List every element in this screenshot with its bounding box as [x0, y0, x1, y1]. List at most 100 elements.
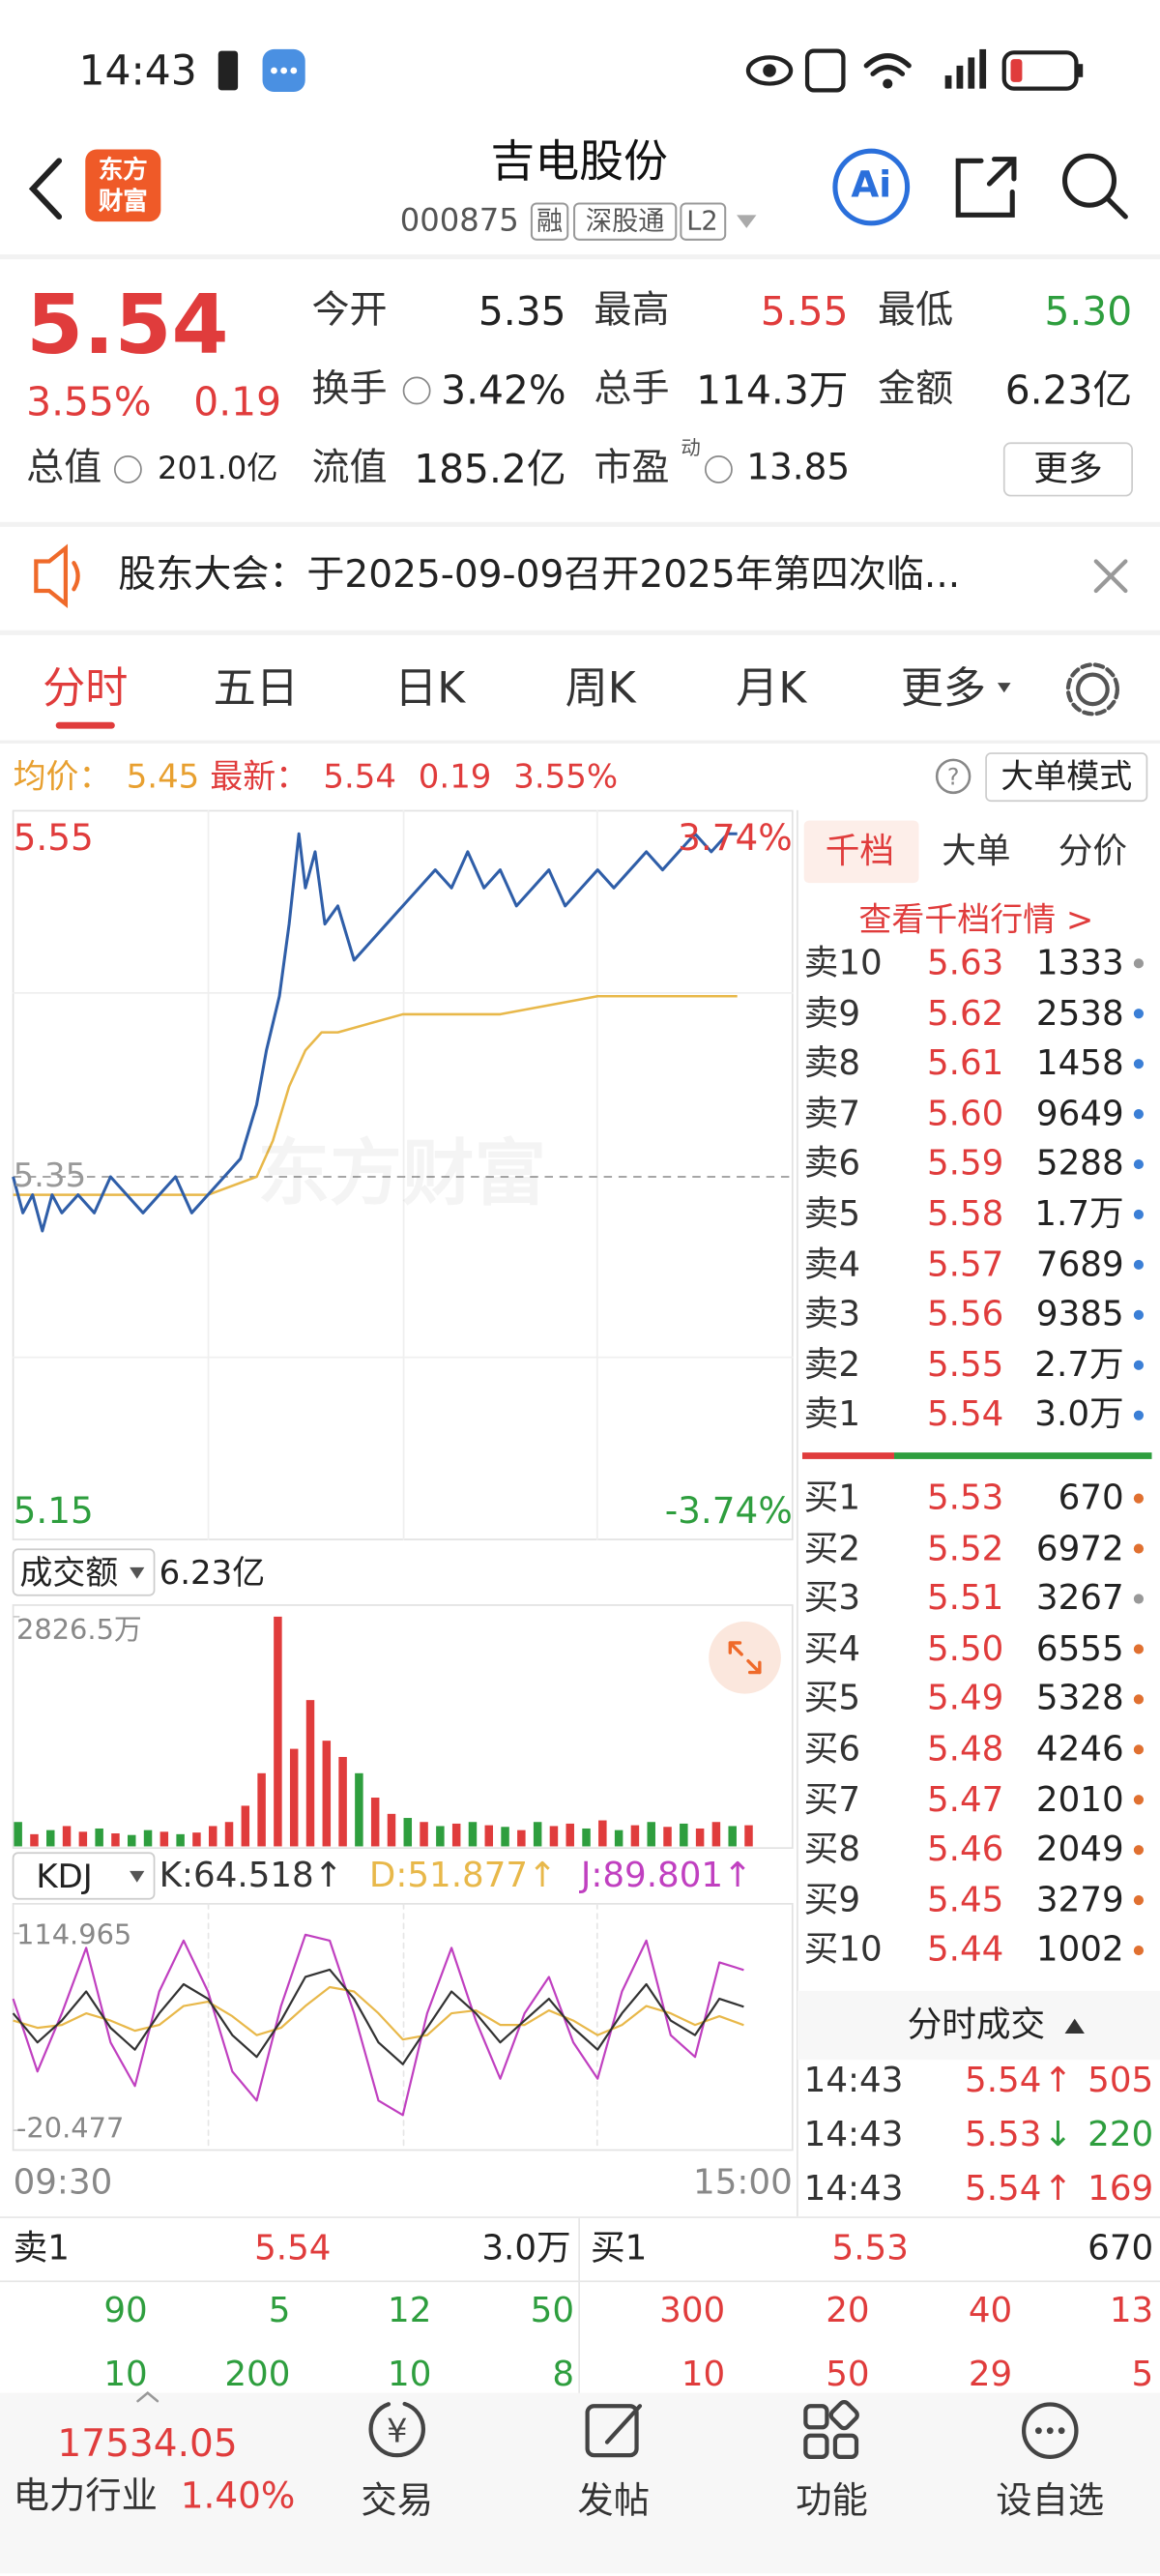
trade-arrow: ↑: [1043, 2060, 1073, 2100]
volume-bar: [533, 1822, 542, 1847]
volume-bar: [663, 1827, 672, 1847]
level-label: 卖5: [803, 1193, 861, 1234]
volume-bar: [143, 1830, 153, 1847]
ai-button[interactable]: Ai: [851, 165, 892, 207]
strip-number: 50: [826, 2354, 870, 2394]
level-price: 5.48: [926, 1729, 1004, 1769]
level-dot: [1133, 1059, 1145, 1069]
tab[interactable]: 分时: [43, 664, 129, 715]
level-volume: 2.7万: [1034, 1344, 1124, 1385]
level-dot: [1133, 1360, 1145, 1370]
change-pct: 3.55%: [26, 379, 152, 425]
tab[interactable]: 周K: [565, 664, 636, 715]
strip-number: 5: [268, 2290, 291, 2330]
nav-item[interactable]: 功能: [796, 2481, 868, 2523]
volume-bar: [192, 1832, 201, 1847]
field-label: 最高: [594, 289, 670, 333]
volume-bar: [30, 1833, 39, 1847]
nav-item[interactable]: 交易: [361, 2481, 434, 2523]
strip-number: 50: [530, 2290, 575, 2330]
pct-min-label: -3.74%: [664, 1491, 793, 1534]
sector[interactable]: 电力行业: [13, 2476, 158, 2518]
level-price: 5.45: [926, 1879, 1004, 1919]
trade-volume: 505: [1088, 2060, 1154, 2100]
change: 0.19: [193, 379, 281, 425]
strip-number: 10: [103, 2354, 148, 2394]
level-label: 卖7: [803, 1093, 861, 1133]
level-volume: 670: [1058, 1478, 1124, 1518]
level-label: 卖2: [803, 1344, 861, 1385]
y-tick-label: 2826.5万: [15, 1614, 142, 1648]
level-volume: 3.0万: [1034, 1394, 1124, 1435]
trade-volume: 169: [1088, 2168, 1154, 2209]
level-price: 5.60: [926, 1093, 1004, 1133]
level-dot: [1133, 1209, 1145, 1220]
kdj-selector[interactable]: KDJ: [36, 1856, 93, 1896]
level-price: 5.44: [926, 1929, 1004, 1970]
strip-number: 40: [968, 2290, 1013, 2330]
volume-bar: [224, 1822, 234, 1847]
volume-bar: [517, 1830, 526, 1847]
strip-price: 5.54: [254, 2228, 332, 2268]
volume-bar: [305, 1700, 315, 1847]
level-price: 5.58: [926, 1193, 1004, 1234]
latest-change-pct: 3.55%: [513, 756, 619, 797]
level-volume: 2538: [1035, 993, 1124, 1033]
strip-number: 5: [1131, 2354, 1154, 2394]
index-value[interactable]: 17534.05: [57, 2423, 238, 2467]
level-dot: [1133, 958, 1145, 969]
volume-bar: [355, 1772, 363, 1847]
tab[interactable]: 更多: [900, 664, 987, 715]
trades-title[interactable]: 分时成交: [907, 2005, 1046, 2044]
volume-selector[interactable]: 成交额: [19, 1552, 119, 1593]
nav-item[interactable]: 设自选: [996, 2481, 1105, 2523]
level-price: 5.52: [926, 1528, 1004, 1568]
level-label: 卖8: [803, 1042, 861, 1083]
volume-bar: [14, 1822, 22, 1847]
kdj-legend: J:89.801↑: [580, 1855, 752, 1895]
volume-bar: [289, 1748, 299, 1847]
level-dot: [1133, 1009, 1145, 1019]
level-volume: 7689: [1035, 1244, 1124, 1284]
orderbook-tab[interactable]: 大单: [942, 831, 1011, 871]
status-time: 14:43: [78, 46, 197, 95]
volume-bar: [95, 1828, 103, 1847]
price: 5.54: [26, 277, 229, 373]
sector-pct[interactable]: 1.40%: [180, 2476, 296, 2518]
level-label: 买7: [803, 1779, 861, 1819]
field-sup: 动: [681, 436, 701, 460]
strip-number: 20: [826, 2290, 870, 2330]
level-label: 卖6: [803, 1143, 861, 1184]
volume-bar: [46, 1830, 55, 1847]
logo-text: 东方: [98, 155, 148, 185]
strip-number: 8: [552, 2354, 575, 2394]
latest-value: 5.54: [323, 756, 396, 797]
level-volume: 3267: [1035, 1578, 1124, 1619]
volume-bar: [274, 1616, 282, 1847]
more-button[interactable]: 更多: [1033, 449, 1103, 488]
level-price: 5.56: [926, 1294, 1004, 1334]
field-label: 总手: [594, 368, 670, 412]
nav-item[interactable]: 发帖: [577, 2481, 651, 2523]
level-volume: 3279: [1035, 1879, 1124, 1919]
volume-bar: [78, 1831, 88, 1847]
trade-arrow: ↓: [1043, 2114, 1073, 2154]
kdj-chart: [12, 1932, 744, 2131]
trade-time: 14:43: [803, 2168, 904, 2209]
volume-bar: [680, 1823, 688, 1847]
strip-label: 卖1: [13, 2228, 70, 2268]
trade-volume: 220: [1088, 2114, 1154, 2154]
field-value: 5.35: [478, 288, 566, 336]
level-label: 买4: [803, 1628, 861, 1668]
notice[interactable]: 股东大会：于2025-09-09召开2025年第四次临...: [118, 553, 961, 597]
tab[interactable]: 五日: [213, 664, 299, 715]
tab[interactable]: 日K: [394, 664, 466, 715]
orderbook-tab[interactable]: 千档: [825, 831, 895, 871]
x-label: 15:00: [693, 2162, 793, 2202]
level-volume: 1458: [1035, 1042, 1124, 1083]
mode-button[interactable]: 大单模式: [1000, 756, 1133, 797]
orderbook-tab[interactable]: 分价: [1058, 831, 1128, 871]
level-price: 5.53: [926, 1478, 1004, 1518]
orderbook-link[interactable]: 查看千档行情 >: [858, 899, 1094, 939]
tab[interactable]: 月K: [736, 664, 807, 715]
